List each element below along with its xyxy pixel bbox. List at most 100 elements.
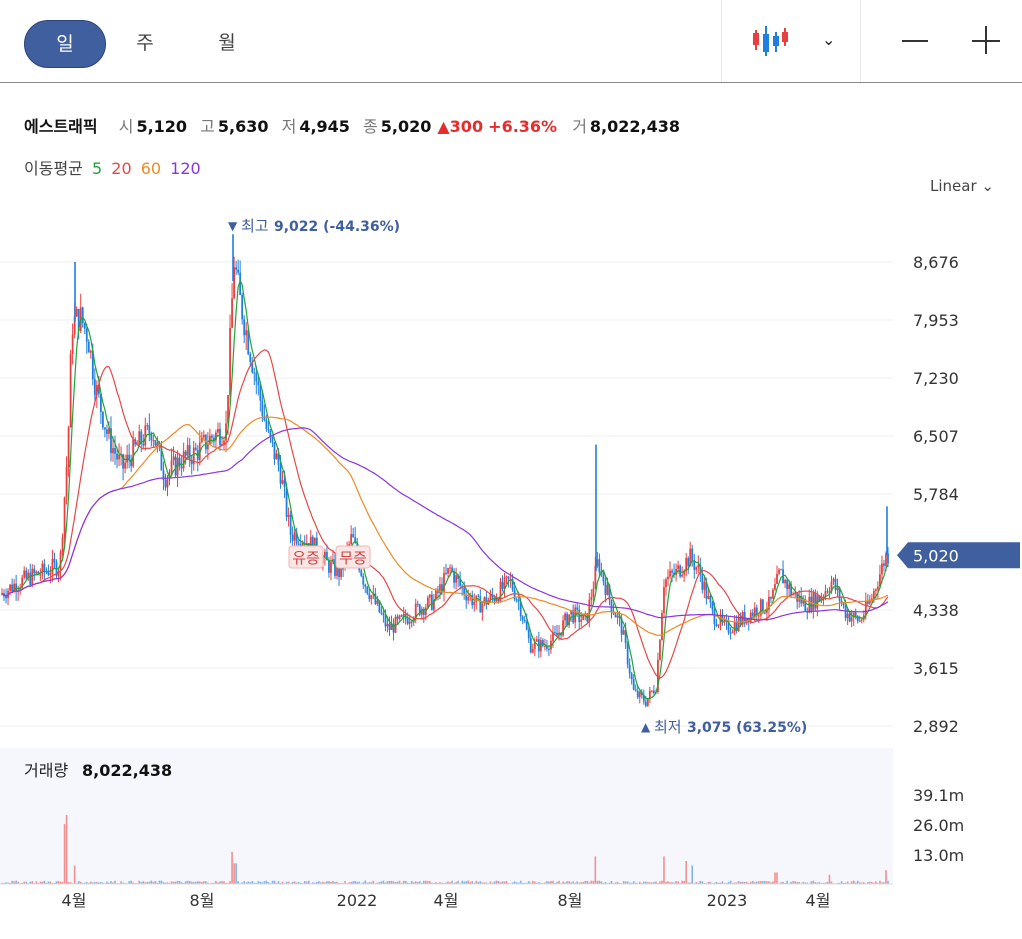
candle-body bbox=[503, 577, 506, 589]
volume-bar bbox=[61, 881, 64, 884]
candle-body bbox=[144, 425, 147, 446]
volume-bar bbox=[81, 882, 84, 884]
volume-bar bbox=[743, 881, 746, 884]
price-tick-label: 6,507 bbox=[913, 427, 959, 446]
volume-bar bbox=[128, 881, 130, 884]
candle-body bbox=[501, 582, 504, 589]
volume-bar bbox=[527, 881, 530, 884]
volume-bar bbox=[594, 856, 597, 884]
volume-bar bbox=[418, 881, 421, 884]
candle-body bbox=[636, 690, 639, 698]
volume-bar bbox=[152, 881, 155, 884]
candle-body bbox=[570, 610, 573, 615]
candle-body bbox=[376, 600, 379, 604]
volume-bar bbox=[822, 882, 825, 884]
volume-bar bbox=[384, 882, 387, 884]
candle-body bbox=[552, 632, 554, 641]
candle-body bbox=[614, 613, 617, 618]
volume-bar bbox=[515, 882, 518, 884]
volume-bar bbox=[766, 881, 768, 884]
volume-bar bbox=[873, 882, 875, 884]
candle-body bbox=[156, 442, 159, 446]
candle-body bbox=[364, 584, 367, 587]
volume-bar bbox=[176, 880, 179, 884]
volume-bar bbox=[259, 881, 262, 884]
volume-bar bbox=[469, 881, 472, 884]
candle-body bbox=[673, 572, 675, 575]
volume-bar bbox=[717, 882, 720, 884]
volume-bar bbox=[350, 881, 352, 884]
candle-body bbox=[414, 603, 417, 619]
candle-body bbox=[217, 428, 219, 433]
plus-icon[interactable] bbox=[970, 22, 1002, 58]
candle-body bbox=[562, 620, 564, 636]
candle-body bbox=[416, 603, 419, 605]
candle-body bbox=[509, 579, 512, 581]
candle-body bbox=[679, 565, 682, 577]
candle-body bbox=[507, 576, 510, 580]
candle-body bbox=[172, 456, 175, 461]
volume-bar bbox=[630, 882, 633, 884]
candle-body bbox=[71, 334, 74, 355]
volume-bar bbox=[521, 882, 524, 884]
candle-body bbox=[840, 600, 843, 604]
candle-body bbox=[693, 560, 696, 570]
tab-day[interactable]: 일 bbox=[24, 20, 106, 68]
volume-bar bbox=[233, 863, 235, 884]
candlestick-icon[interactable] bbox=[752, 24, 790, 58]
candle-body bbox=[97, 385, 100, 394]
annotations: 5,020 ▼ 최고 9,022 (-44.36%) ▲ 최저 3,075 (63.25%)… bbox=[228, 217, 1020, 736]
candle-body bbox=[842, 603, 845, 606]
scale-selector[interactable]: Linear ⌄ bbox=[930, 177, 994, 195]
volume-bar bbox=[546, 881, 548, 884]
candle-body bbox=[235, 267, 238, 270]
grid-lines bbox=[0, 261, 893, 727]
volume-bar bbox=[420, 882, 423, 884]
volume-bar bbox=[279, 882, 282, 884]
candle-body bbox=[513, 590, 516, 600]
x-tick-label: 4월 bbox=[806, 891, 831, 910]
tab-month[interactable]: 월 bbox=[218, 32, 236, 54]
toolbar: 일 주 월 ⌄ bbox=[0, 0, 1022, 83]
volume-bar bbox=[441, 882, 443, 884]
volume-bar bbox=[192, 881, 195, 884]
candle-body bbox=[47, 571, 50, 575]
candle-body bbox=[87, 341, 90, 353]
candle-body bbox=[223, 440, 225, 444]
volume-bar bbox=[299, 882, 302, 884]
candle-body bbox=[283, 480, 286, 488]
candle-body bbox=[588, 599, 591, 622]
candle-body bbox=[657, 659, 659, 692]
volume-bar bbox=[15, 880, 17, 884]
candle-body bbox=[392, 623, 395, 633]
chevron-down-icon[interactable]: ⌄ bbox=[822, 30, 836, 49]
volume-bar bbox=[802, 881, 805, 884]
tab-week[interactable]: 주 bbox=[136, 32, 154, 54]
volume-bar bbox=[148, 881, 151, 884]
candle-body bbox=[354, 537, 357, 543]
volume-bar bbox=[142, 881, 145, 884]
candle-body bbox=[352, 534, 355, 538]
volume-bar bbox=[376, 882, 379, 884]
candle-body bbox=[850, 617, 853, 622]
volume-bar bbox=[852, 880, 855, 884]
volume-bar bbox=[358, 881, 361, 884]
volume-bar bbox=[7, 882, 9, 884]
change-percent: +6.36% bbox=[488, 117, 558, 136]
volume-bar bbox=[174, 881, 177, 884]
candle-body bbox=[174, 456, 177, 476]
volume-bar bbox=[427, 881, 429, 884]
volume-bar bbox=[604, 882, 607, 884]
candle-body bbox=[681, 574, 684, 577]
volume-bar bbox=[844, 882, 847, 884]
minus-icon[interactable] bbox=[900, 22, 930, 58]
candle-body bbox=[21, 577, 24, 588]
candle-body bbox=[737, 617, 740, 631]
volume-bar bbox=[1, 882, 3, 884]
candle-body bbox=[753, 607, 756, 616]
candle-body bbox=[410, 621, 413, 623]
candle-body bbox=[132, 439, 135, 467]
candle-body bbox=[43, 563, 46, 572]
volume-bar bbox=[94, 882, 96, 884]
